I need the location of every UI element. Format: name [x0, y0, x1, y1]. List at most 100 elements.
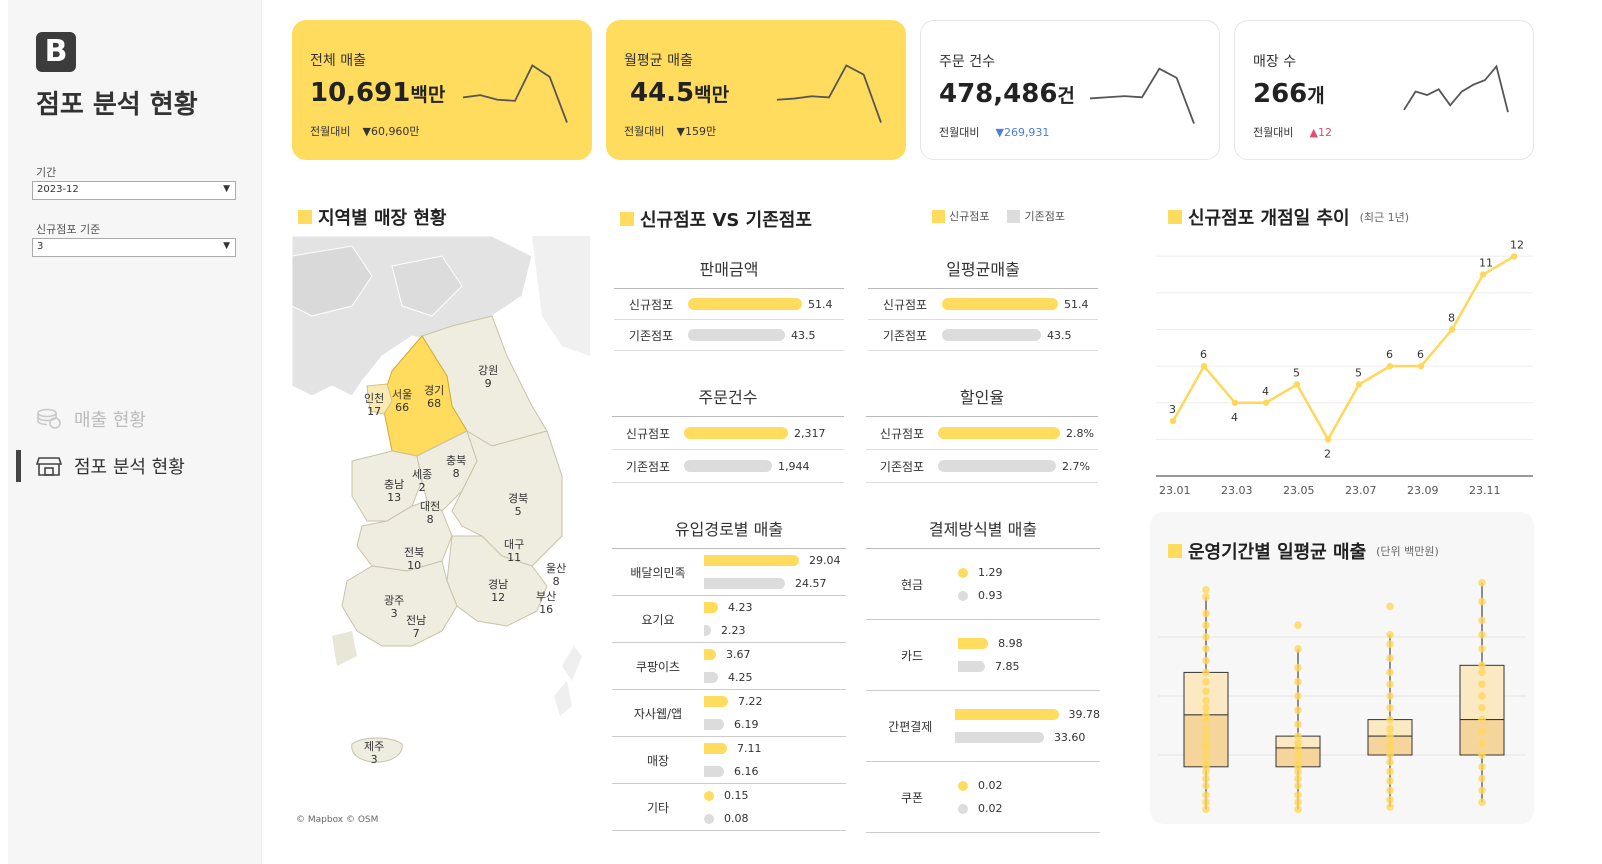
filter-label-period: 기간	[36, 166, 57, 179]
nav-item-sales[interactable]: 매출 현황	[36, 406, 146, 432]
scatter-point	[1386, 680, 1394, 688]
row-bars: 1.29 0.93	[958, 564, 1003, 604]
bar-value: 6.19	[734, 718, 759, 731]
bar-existing: 4.25	[704, 669, 753, 686]
bar-value: 0.02	[978, 802, 1003, 815]
scatter-point	[1478, 715, 1486, 724]
region-count: 68	[427, 397, 442, 410]
scatter-point	[1294, 645, 1302, 653]
table-row: 간편결제 39.78 33.60	[866, 691, 1100, 762]
nav-item-store-analysis[interactable]: 점포 분석 현황	[36, 453, 185, 479]
bar-value: 0.08	[724, 812, 749, 825]
table-row: 쿠팡이츠 3.67 4.25	[612, 643, 846, 690]
period-select[interactable]: 2023-12 ▼	[32, 181, 236, 200]
new-store-criteria-select[interactable]: 3 ▼	[32, 238, 236, 257]
yellow-square-icon	[1168, 544, 1182, 558]
bar-mark	[954, 709, 1059, 720]
bar-value: 0.02	[978, 779, 1003, 792]
row-value: 51.4	[1064, 297, 1089, 311]
table-row: 기타 0.15 0.08	[612, 784, 846, 831]
map-region-label: 울산 8	[546, 562, 566, 588]
panel-row: 기존점포 1,944	[612, 450, 844, 483]
sparkline-path	[1403, 64, 1509, 113]
region-count: 11	[507, 551, 522, 564]
kpi-value-unit: 백만	[410, 84, 446, 106]
row-value: 2,317	[794, 426, 826, 440]
scatter-point	[1478, 578, 1486, 587]
bar-existing: 0.08	[704, 810, 749, 827]
map-region-label: 세종 2	[412, 468, 432, 494]
data-label: 8	[1448, 312, 1455, 325]
bar-mark	[958, 638, 989, 649]
scatter-point	[1294, 805, 1302, 814]
scatter-point	[1202, 805, 1210, 814]
map-region-label: 대전 8	[420, 500, 440, 526]
yellow-square-icon	[620, 212, 634, 226]
kpi-title: 전체 매출	[310, 53, 366, 69]
sparkline	[1403, 64, 1509, 113]
sidebar: B 점포 분석 현황 기간 2023-12 ▼ 신규점포 기준 3 ▼ 매출 현…	[8, 0, 262, 864]
bar-existing: 6.19	[704, 716, 763, 733]
channel-sales-panel: 유입경로별 매출 배달의민족 29.04 24.57 요기요 4.23 2.23 쿠팡이츠 3…	[612, 516, 846, 831]
period-select-value: 2023-12	[37, 184, 79, 195]
bar-mark	[704, 696, 728, 707]
data-label: 4	[1262, 385, 1269, 398]
scatter-point	[1478, 704, 1486, 712]
bar-existing: 0.02	[958, 800, 1003, 817]
panel-row: 기존점포 43.5	[868, 320, 1098, 351]
scatter-point	[1202, 781, 1210, 790]
region-count: 17	[367, 405, 382, 418]
scatter-point	[1202, 774, 1210, 783]
scatter-point	[1478, 751, 1486, 759]
region-count: 7	[412, 627, 420, 640]
bar-new: 1.29	[958, 564, 1003, 581]
bar-existing: 7.85	[958, 658, 1023, 675]
scatter-point	[1386, 668, 1394, 677]
bar-mark	[704, 743, 727, 754]
trend-line-chart: 3 6 4 4 5 2 5 6 6 8 11 12 23.01 23.03 23.05 23.07 23.09 2…	[1156, 238, 1533, 497]
row-bars: 4.23 2.23	[704, 599, 753, 639]
filter-label-new-store: 신규점포 기준	[36, 223, 101, 236]
map-region-label: 경기 68	[424, 384, 444, 410]
scatter-point	[1386, 715, 1394, 724]
scatter-point	[1478, 661, 1486, 670]
panel-row: 신규점포 51.4	[868, 289, 1098, 320]
data-label: 6	[1417, 348, 1424, 361]
row-bars: 8.98 7.85	[958, 635, 1023, 675]
bar-value: 7.11	[737, 742, 762, 755]
scatter-point	[1202, 609, 1210, 618]
kpi-title: 매장 수	[1253, 54, 1297, 70]
bar-new	[684, 427, 788, 439]
map-region-label: 경북 5	[508, 492, 528, 518]
new-store-criteria-value: 3	[37, 241, 44, 252]
map-region-label: 대구 11	[504, 538, 524, 564]
table-row: 카드 8.98 7.85	[866, 620, 1100, 691]
scatter-point	[1202, 656, 1210, 665]
region-name: 경북	[508, 492, 529, 505]
scatter-point	[1294, 720, 1302, 729]
scatter-point	[1202, 645, 1210, 653]
kpi-title: 월평균 매출	[624, 53, 693, 69]
bar-new: 0.15	[704, 787, 749, 804]
row-label: 요기요	[641, 612, 675, 627]
region-name: 충남	[384, 478, 405, 491]
active-nav-indicator	[16, 450, 21, 482]
scatter-point	[1202, 798, 1210, 806]
row-value: 51.4	[808, 297, 833, 311]
scatter-point	[1386, 777, 1394, 785]
store-icon	[36, 457, 62, 476]
scatter-point	[1386, 767, 1394, 776]
scatter-point	[1202, 668, 1210, 677]
scatter-point	[1386, 758, 1394, 766]
boxplot-chart	[1158, 578, 1526, 814]
sparkline	[462, 64, 568, 123]
scatter-point	[1386, 739, 1394, 747]
region-name: 경기	[424, 384, 445, 397]
row-bars: 7.22 6.19	[704, 693, 763, 733]
bar-value: 24.57	[795, 577, 827, 590]
scatter-point	[1202, 711, 1210, 719]
trend-point	[1324, 436, 1332, 443]
scatter-point	[1478, 798, 1486, 806]
bar-mark	[958, 567, 968, 578]
region-map[interactable]	[291, 235, 590, 828]
